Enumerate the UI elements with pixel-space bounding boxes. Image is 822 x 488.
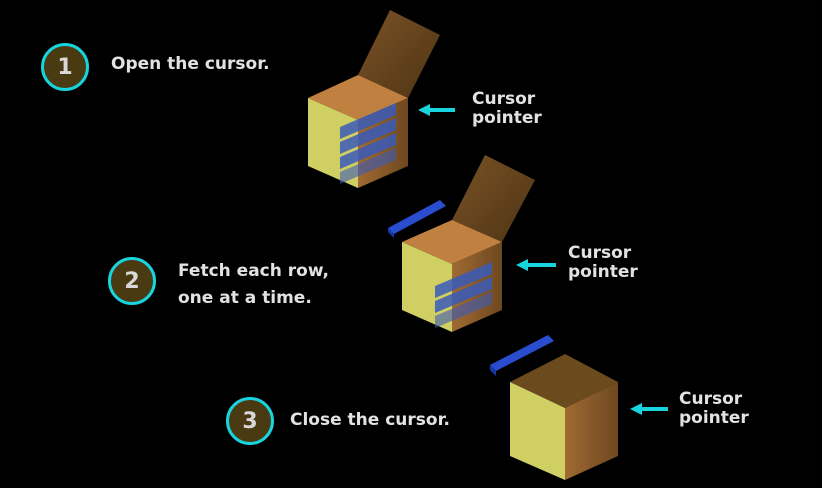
arrow-left-icon-3	[630, 403, 668, 415]
arrow-left-icon-1	[418, 104, 455, 116]
arrow-left-icon-2	[516, 259, 556, 271]
row-bar-icon-fetched-1	[388, 200, 446, 238]
step-text-3: Close the cursor.	[290, 410, 451, 430]
cursor-pointer-label-2: Cursor pointer	[568, 243, 638, 282]
closed-box-icon	[510, 354, 618, 480]
step-number-1: 1	[41, 43, 89, 91]
cursor-pointer-label-3: Cursor pointer	[679, 389, 749, 428]
row-bars-1	[340, 103, 396, 184]
step-text-2: Fetch each row, one at a time.	[178, 261, 329, 308]
open-box-icon-1	[308, 10, 440, 188]
open-box-icon-2	[402, 155, 535, 332]
step-text-1: Open the cursor.	[111, 54, 270, 74]
row-bars-2	[435, 262, 492, 328]
step-number-3: 3	[226, 397, 274, 445]
cursor-pointer-label-1: Cursor pointer	[472, 89, 542, 128]
row-bar-icon-fetched-2	[490, 335, 554, 376]
step-number-2: 2	[108, 257, 156, 305]
